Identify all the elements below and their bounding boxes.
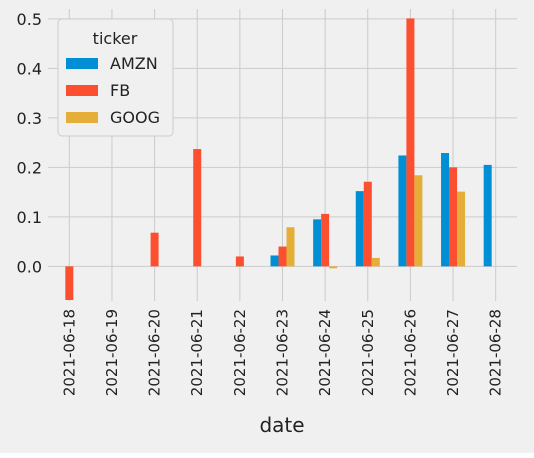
legend-label-fb: FB	[110, 81, 130, 100]
x-tick-label-9: 2021-06-27	[444, 309, 462, 396]
x-tick-label-2: 2021-06-20	[146, 309, 164, 396]
legend-label-amzn: AMZN	[110, 54, 158, 73]
x-axis-label: date	[259, 413, 304, 437]
bar-fb-2021-06-26	[406, 18, 414, 266]
bar-goog-2021-06-25	[372, 258, 380, 266]
bar-goog-2021-06-23	[287, 227, 295, 266]
x-tick-label-5: 2021-06-23	[274, 309, 292, 396]
y-tick-label-2: 0.2	[17, 158, 42, 177]
x-tick-label-10: 2021-06-28	[487, 309, 505, 396]
bar-amzn-2021-06-25	[356, 191, 364, 266]
bar-goog-2021-06-26	[414, 175, 422, 266]
bar-fb-2021-06-27	[449, 167, 457, 266]
legend-swatch-amzn	[66, 58, 98, 69]
bar-goog-2021-06-27	[457, 192, 465, 267]
bar-amzn-2021-06-28	[484, 165, 492, 266]
bar-amzn-2021-06-26	[398, 155, 406, 266]
x-tick-label-1: 2021-06-19	[103, 309, 121, 396]
bar-fb-2021-06-21	[193, 149, 201, 266]
bar-fb-2021-06-25	[364, 182, 372, 267]
legend-swatch-fb	[66, 85, 98, 96]
x-tick-label-0: 2021-06-18	[60, 309, 78, 396]
bar-amzn-2021-06-23	[271, 255, 279, 266]
bar-goog-2021-06-24	[329, 266, 337, 268]
legend-title: ticker	[93, 29, 138, 48]
bar-amzn-2021-06-27	[441, 153, 449, 266]
legend-label-goog: GOOG	[110, 108, 160, 127]
y-tick-label-0: 0.0	[17, 257, 42, 276]
bar-fb-2021-06-18	[65, 266, 73, 300]
bar-fb-2021-06-23	[279, 247, 287, 267]
bar-amzn-2021-06-24	[313, 219, 321, 266]
legend-swatch-goog	[66, 112, 98, 123]
x-tick-label-8: 2021-06-26	[401, 309, 419, 396]
bar-fb-2021-06-20	[151, 233, 159, 267]
x-tick-label-4: 2021-06-22	[231, 309, 249, 396]
legend: ticker AMZN FB GOOG	[58, 19, 173, 136]
x-tick-label-7: 2021-06-25	[359, 309, 377, 396]
bar-fb-2021-06-24	[321, 214, 329, 266]
y-tick-label-3: 0.3	[17, 109, 42, 128]
y-tick-label-5: 0.5	[17, 10, 42, 29]
x-tick-label-6: 2021-06-24	[316, 309, 334, 396]
y-tick-label-4: 0.4	[17, 59, 42, 78]
y-tick-label-1: 0.1	[17, 208, 42, 227]
bar-fb-2021-06-22	[236, 256, 244, 266]
x-tick-label-3: 2021-06-21	[188, 309, 206, 396]
